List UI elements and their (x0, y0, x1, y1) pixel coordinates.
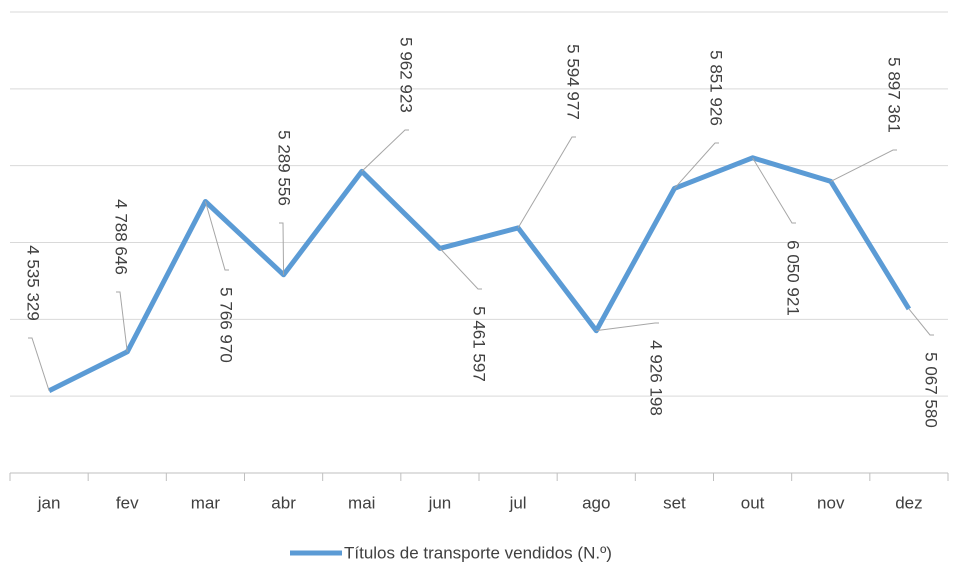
x-tick-label: out (741, 493, 765, 512)
leader-line (517, 136, 576, 229)
leader-line (116, 291, 128, 352)
data-label: 6 050 921 (784, 240, 803, 316)
data-label: 5 766 970 (217, 287, 236, 363)
data-label: 5 897 361 (885, 57, 904, 133)
x-tick-label: jan (37, 493, 61, 512)
x-tick-label: set (663, 493, 686, 512)
x-tick-label: dez (895, 493, 922, 512)
x-tick-label: ago (582, 493, 610, 512)
leader-line (439, 248, 482, 290)
data-label: 4 926 198 (647, 340, 666, 416)
leader-line (674, 142, 719, 189)
leader-line (596, 322, 659, 332)
data-label: 5 067 580 (922, 352, 941, 428)
data-label: 4 788 646 (112, 199, 131, 275)
data-line (47, 155, 912, 393)
x-tick-label: jul (509, 493, 527, 512)
leader-line (204, 201, 229, 271)
x-tick-label: mar (191, 493, 221, 512)
leader-line (361, 129, 409, 172)
data-label: 5 962 923 (397, 37, 416, 113)
leader-line (28, 337, 50, 391)
leader-line (279, 222, 285, 275)
data-label: 5 289 556 (275, 130, 294, 206)
data-label: 4 535 329 (24, 245, 43, 321)
leader-line (752, 157, 796, 224)
x-tick-label: mai (348, 493, 375, 512)
data-label: 5 461 597 (470, 306, 489, 382)
x-tick-label: abr (271, 493, 296, 512)
leader-line (908, 308, 934, 336)
data-label: 5 851 926 (707, 50, 726, 126)
legend-label: Títulos de transporte vendidos (N.º) (344, 543, 612, 562)
x-tick-label: fev (116, 493, 139, 512)
x-tick-label: nov (817, 493, 845, 512)
x-tick-label: jun (428, 493, 452, 512)
leader-line (830, 149, 897, 182)
data-label: 5 594 977 (564, 44, 583, 120)
